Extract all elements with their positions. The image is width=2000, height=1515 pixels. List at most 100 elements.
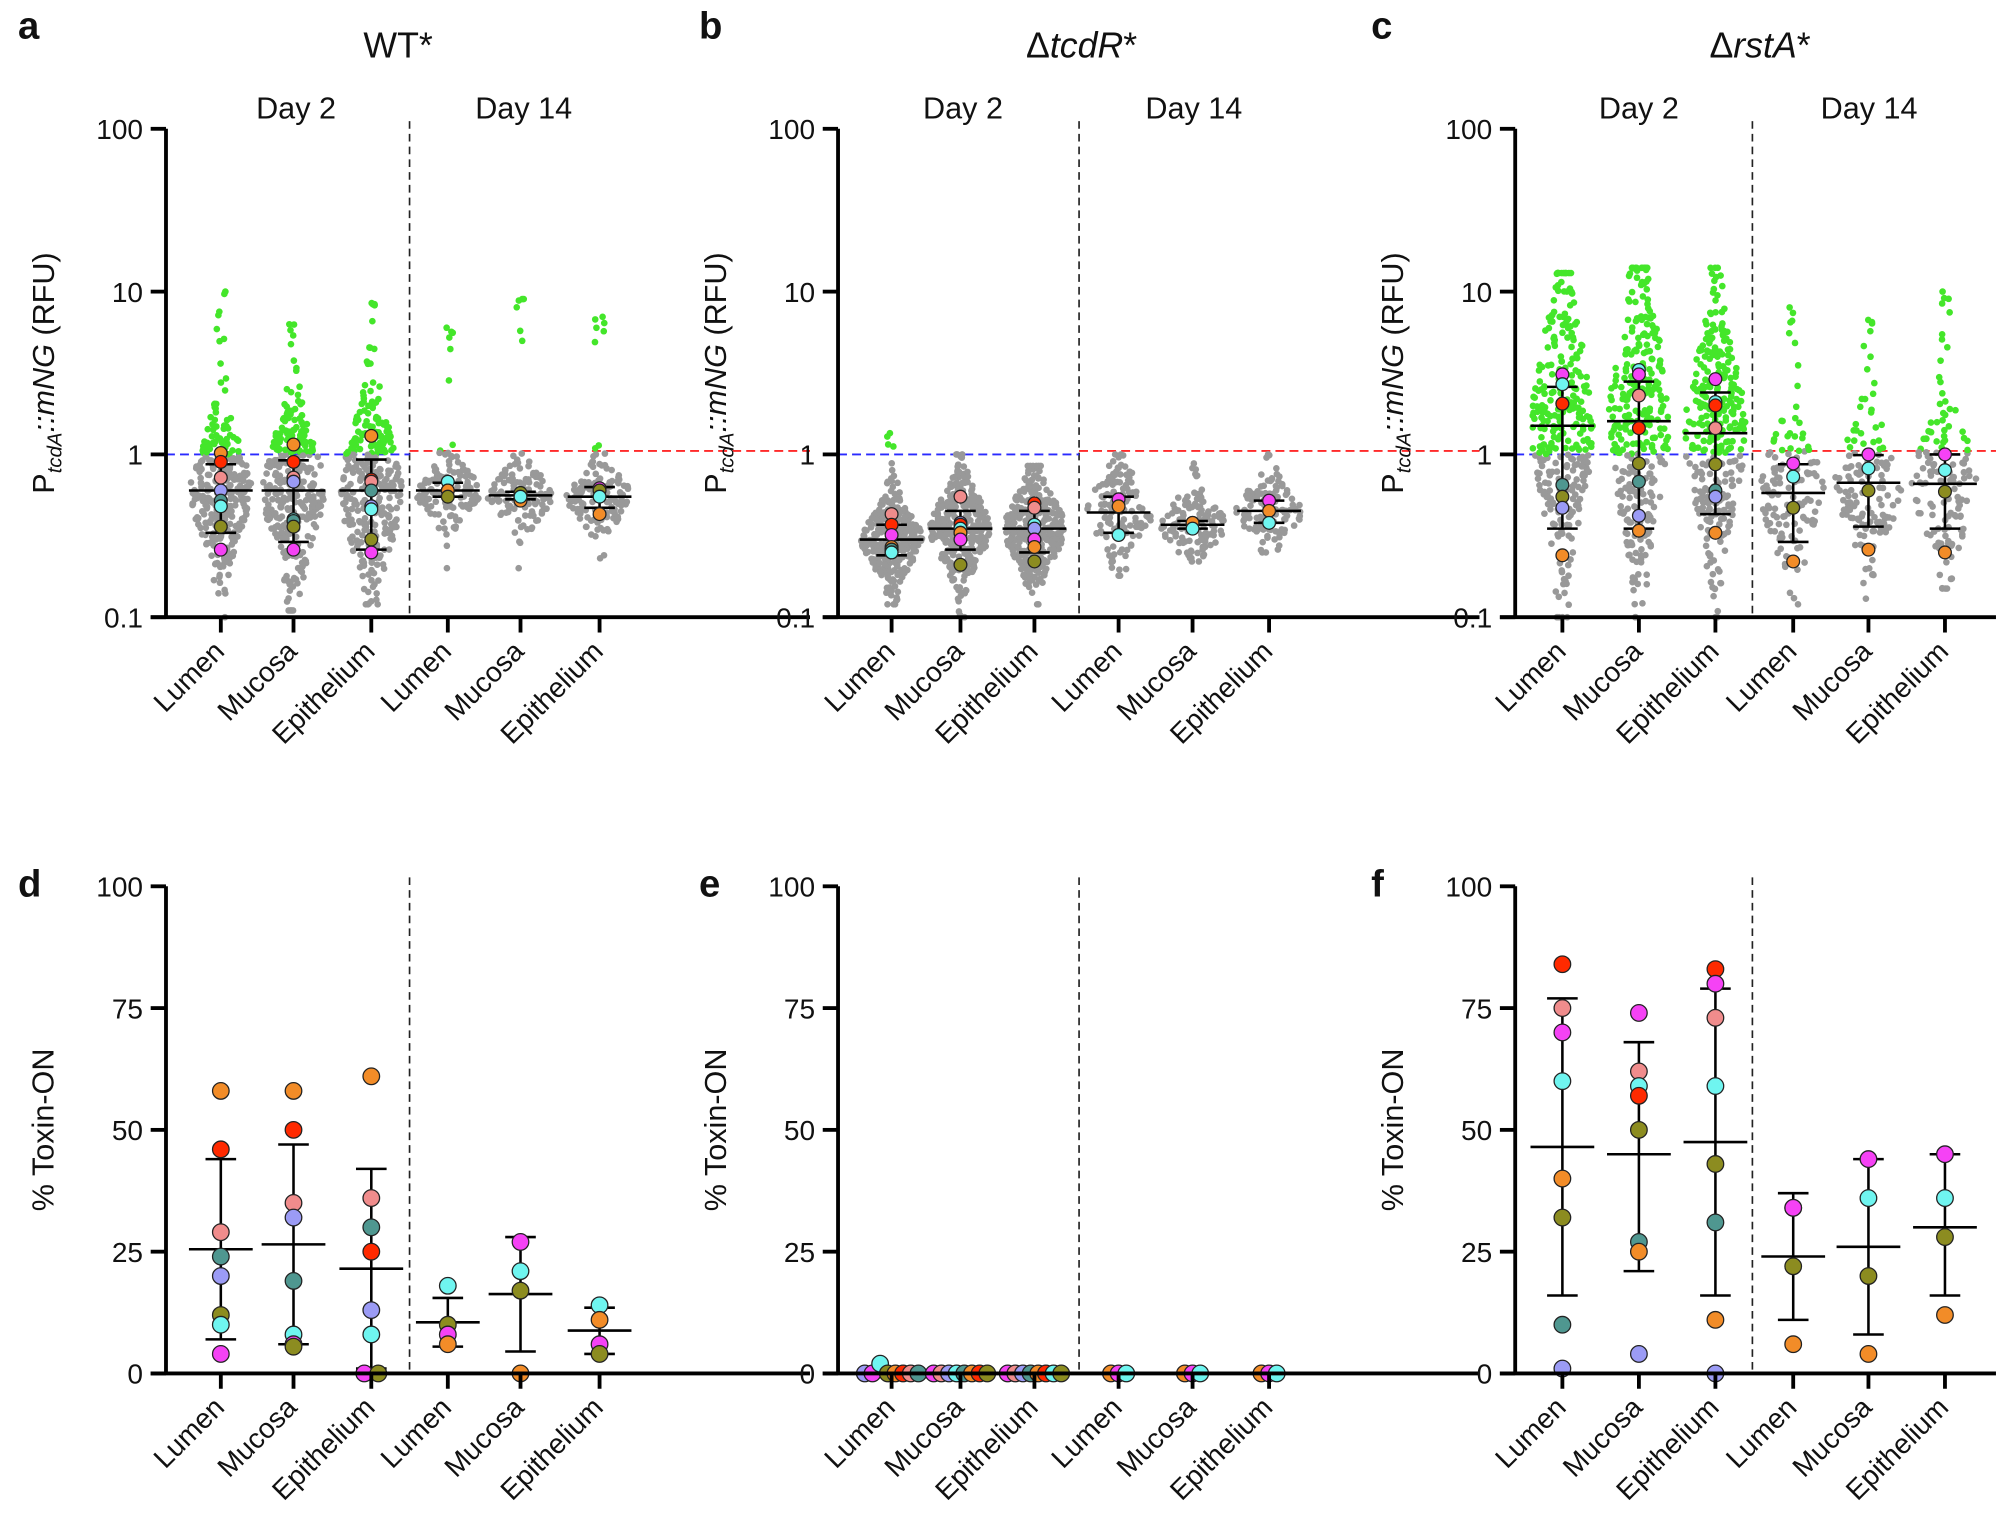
cell-point [601,450,609,457]
cell-point [1723,402,1731,410]
cell-point [1770,438,1778,445]
cell-point [202,501,209,509]
cell-point [1682,453,1690,460]
cell-point [1011,505,1019,513]
cell-point [928,534,935,541]
cell-point [1106,514,1114,521]
cell-point [937,496,945,503]
cell-point [353,413,361,421]
cell-point [376,494,383,502]
cell-point [1924,459,1932,467]
mouse-point-pink [1631,388,1646,403]
cell-point [440,518,447,525]
cell-point [1575,404,1582,412]
cell-point [1608,433,1615,441]
cell-point [862,549,870,557]
cell-point [600,527,607,534]
cell-point [1839,511,1846,518]
cell-point [1789,309,1797,317]
cell-point [1850,437,1858,444]
cell-point [1556,313,1563,321]
mouse-point-cyan [362,1325,381,1344]
cell-point [1553,468,1561,475]
cell-point [1717,445,1725,452]
cell-point [879,496,887,504]
cell-point [225,468,233,475]
cell-point [427,510,434,517]
cell-point [1865,565,1873,572]
cell-point [1031,483,1039,491]
cell-point [357,437,364,444]
cell-point [354,507,362,514]
cell-point [1766,519,1774,527]
cell-point [510,482,518,489]
cell-point [374,445,381,453]
cell-point [473,481,481,489]
cell-point [495,476,502,483]
cell-point [445,377,453,384]
mouse-point-magenta [213,542,228,557]
ylabel-subscript: tcdA [716,432,738,473]
cell-point [1708,327,1715,335]
cell-point [223,416,231,424]
cell-point [1697,468,1705,476]
cell-point [1043,486,1050,494]
cell-point [1882,528,1890,536]
cell-point [1004,518,1012,525]
cell-point [954,463,961,470]
mouse-point-teal [1553,1315,1572,1334]
mouse-point-red [211,1140,230,1159]
cell-point [387,535,394,542]
cell-point [387,438,394,446]
cell-point [1810,470,1818,477]
cell-point [1726,345,1734,353]
cell-point [203,448,211,456]
cell-point [1727,444,1735,451]
cell-point [1867,353,1874,361]
cell-point [1870,527,1878,535]
cell-point [204,481,211,489]
y-tick-label: 10 [784,277,815,308]
cell-point [891,490,899,498]
mouse-point-olive [213,519,228,534]
cell-point [1210,505,1217,512]
y-tick-label: 75 [784,993,815,1024]
cell-point [1939,288,1946,295]
cell-point [1721,328,1729,336]
ylabel-subscript: tcdA [1394,432,1416,473]
cell-point [1807,459,1815,467]
cell-point [1619,390,1627,398]
cell-point [1569,456,1577,463]
mouse-point-magenta [211,1345,230,1363]
cell-point [1731,419,1739,427]
cell-point [506,502,514,510]
cell-point [982,537,990,545]
mouse-point-olive [1706,1155,1725,1173]
y-axis-label: % Toxin-ON [27,1049,61,1212]
cell-point [600,327,608,335]
cell-point [1815,499,1823,507]
cell-point [456,517,463,524]
mouse-point-cyan [211,1315,230,1334]
mouse-point-magenta [1861,447,1876,462]
cell-point [1143,512,1150,520]
cell-point [374,601,381,608]
cell-point [238,496,246,504]
cell-point [1860,440,1867,448]
cell-point [511,460,519,468]
cell-point [869,547,877,555]
cell-point [1696,505,1703,513]
cell-point [1575,483,1582,491]
cell-point [1638,546,1645,553]
cell-point [1706,470,1714,478]
cell-point [1217,509,1224,517]
cell-point [311,471,318,478]
cell-point [1257,483,1265,490]
cell-point [380,439,387,446]
cell-point [617,502,625,509]
cell-point [1875,437,1883,444]
mouse-point-olive [1784,1257,1803,1276]
panel-title: WT* [363,25,432,65]
cell-point [1567,360,1574,368]
cell-point [1710,592,1717,600]
